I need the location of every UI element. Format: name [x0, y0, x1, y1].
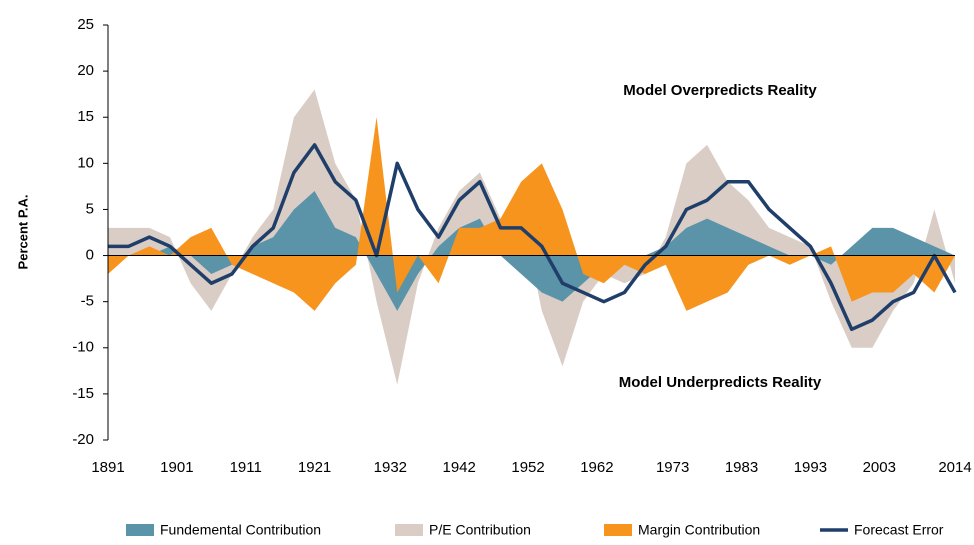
legend-item: Margin Contribution: [604, 522, 760, 538]
y-tick-label: -20: [72, 431, 94, 448]
legend-swatch: [604, 524, 632, 536]
y-tick-label: 20: [77, 62, 94, 79]
area: [108, 117, 955, 311]
x-tick-label: 1973: [656, 459, 689, 476]
y-tick-label: -15: [72, 385, 94, 402]
y-tick-label: -5: [81, 293, 94, 310]
x-tick-label: 1901: [160, 459, 193, 476]
annotation: Model Underpredicts Reality: [619, 374, 822, 391]
legend-label: P/E Contribution: [429, 522, 531, 538]
x-tick-label: 2003: [863, 459, 896, 476]
line: [108, 143, 957, 332]
x-tick-label: 1993: [794, 459, 827, 476]
legend-swatch: [126, 524, 154, 536]
y-tick-label: 10: [77, 154, 94, 171]
legend-item: Forecast Error: [820, 522, 944, 538]
legend-item: Fundemental Contribution: [126, 522, 321, 538]
x-tick-label: 2014: [938, 459, 971, 476]
x-tick-label: 1962: [580, 459, 613, 476]
y-tick-label: 0: [86, 247, 94, 264]
x-tick-label: 1942: [443, 459, 476, 476]
x-tick-label: 1983: [725, 459, 758, 476]
y-tick-label: 15: [77, 108, 94, 125]
legend-swatch: [395, 524, 423, 536]
x-tick-label: 1932: [374, 459, 407, 476]
legend-label: Margin Contribution: [638, 522, 760, 538]
annotation: Model Overpredicts Reality: [623, 82, 817, 99]
area: [108, 191, 955, 311]
legend-label: Fundemental Contribution: [160, 522, 321, 538]
x-tick-label: 1911: [230, 459, 262, 476]
x-tick-label: 1921: [298, 459, 331, 476]
y-tick-label: 5: [86, 200, 94, 217]
y-tick-label: -10: [72, 339, 94, 356]
legend-label: Forecast Error: [854, 522, 944, 538]
area: [108, 89, 955, 385]
y-axis-label: Percent P.A.: [15, 195, 30, 270]
x-tick-label: 1952: [511, 459, 544, 476]
y-tick-label: 25: [77, 16, 94, 33]
x-tick-label: 1891: [91, 459, 124, 476]
legend-item: P/E Contribution: [395, 522, 531, 538]
